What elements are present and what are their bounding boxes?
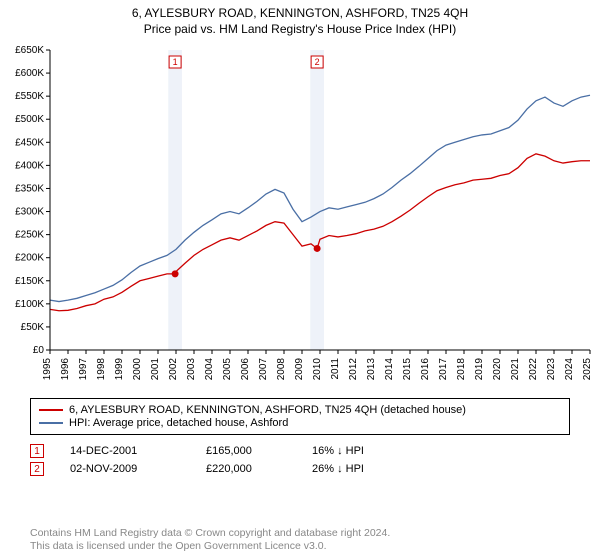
attribution-line: Contains HM Land Registry data © Crown c… [30,527,390,541]
svg-text:£200K: £200K [15,253,44,264]
svg-text:1997: 1997 [78,358,89,381]
svg-text:2020: 2020 [492,358,503,381]
svg-text:2005: 2005 [222,358,233,381]
svg-text:2014: 2014 [384,358,395,381]
svg-text:2010: 2010 [312,358,323,381]
attribution-line: This data is licensed under the Open Gov… [30,540,390,554]
svg-text:2024: 2024 [564,358,575,381]
sales-table: 1 14-DEC-2001 £165,000 16% ↓ HPI 2 02-NO… [30,440,402,480]
sale-date: 02-NOV-2009 [70,463,180,475]
chart-area: £0 £50K £100K £150K £200K £250K £300K £350K £400… [0,40,600,390]
svg-text:£500K: £500K [15,114,44,125]
svg-text:1999: 1999 [114,358,125,381]
svg-text:2018: 2018 [456,358,467,381]
svg-text:2016: 2016 [420,358,431,381]
svg-text:2015: 2015 [402,358,413,381]
svg-text:£650K: £650K [15,45,44,56]
attribution: Contains HM Land Registry data © Crown c… [30,527,390,554]
sales-row: 1 14-DEC-2001 £165,000 16% ↓ HPI [30,444,402,458]
legend-swatch-hpi [39,422,63,424]
svg-text:£100K: £100K [15,299,44,310]
svg-text:2022: 2022 [528,358,539,381]
svg-text:£450K: £450K [15,137,44,148]
svg-text:2025: 2025 [582,358,593,381]
svg-text:2011: 2011 [330,358,341,380]
svg-text:2009: 2009 [294,358,305,381]
svg-text:2: 2 [315,57,320,67]
svg-text:2004: 2004 [204,358,215,381]
svg-text:2013: 2013 [366,358,377,381]
svg-text:£350K: £350K [15,183,44,194]
svg-text:2012: 2012 [348,358,359,381]
svg-text:£550K: £550K [15,91,44,102]
svg-text:2002: 2002 [168,358,179,381]
legend-row: HPI: Average price, detached house, Ashf… [39,417,561,429]
chart-title: 6, AYLESBURY ROAD, KENNINGTON, ASHFORD, … [0,0,600,20]
svg-text:£300K: £300K [15,207,44,218]
svg-text:2023: 2023 [546,358,557,381]
chart-subtitle: Price paid vs. HM Land Registry's House … [0,20,600,36]
sales-row: 2 02-NOV-2009 £220,000 26% ↓ HPI [30,462,402,476]
svg-text:1: 1 [173,57,178,67]
svg-text:2006: 2006 [240,358,251,381]
svg-text:£250K: £250K [15,230,44,241]
svg-text:1996: 1996 [60,358,71,381]
legend-swatch-property [39,409,63,411]
svg-text:2003: 2003 [186,358,197,381]
svg-text:2017: 2017 [438,358,449,381]
svg-text:1998: 1998 [96,358,107,381]
svg-text:1995: 1995 [42,358,53,381]
svg-text:2001: 2001 [150,358,161,381]
legend-row: 6, AYLESBURY ROAD, KENNINGTON, ASHFORD, … [39,404,561,416]
svg-text:2019: 2019 [474,358,485,381]
sale-price: £220,000 [206,463,286,475]
svg-text:2008: 2008 [276,358,287,381]
svg-text:2007: 2007 [258,358,269,381]
sale-marker-2: 2 [30,462,44,476]
chart-svg: £0 £50K £100K £150K £200K £250K £300K £350K £400… [0,40,600,390]
legend-label: 6, AYLESBURY ROAD, KENNINGTON, ASHFORD, … [69,404,466,416]
svg-text:£50K: £50K [21,322,45,333]
sale-price: £165,000 [206,445,286,457]
svg-text:2021: 2021 [510,358,521,381]
svg-text:£0: £0 [33,345,45,356]
svg-text:£150K: £150K [15,276,44,287]
svg-text:2000: 2000 [132,358,143,381]
sale-pct-vs-hpi: 16% ↓ HPI [312,445,402,457]
sale-marker-1: 1 [30,444,44,458]
svg-text:£600K: £600K [15,68,44,79]
sale-date: 14-DEC-2001 [70,445,180,457]
legend: 6, AYLESBURY ROAD, KENNINGTON, ASHFORD, … [30,398,570,435]
svg-text:£400K: £400K [15,160,44,171]
sale-pct-vs-hpi: 26% ↓ HPI [312,463,402,475]
legend-label: HPI: Average price, detached house, Ashf… [69,417,288,429]
